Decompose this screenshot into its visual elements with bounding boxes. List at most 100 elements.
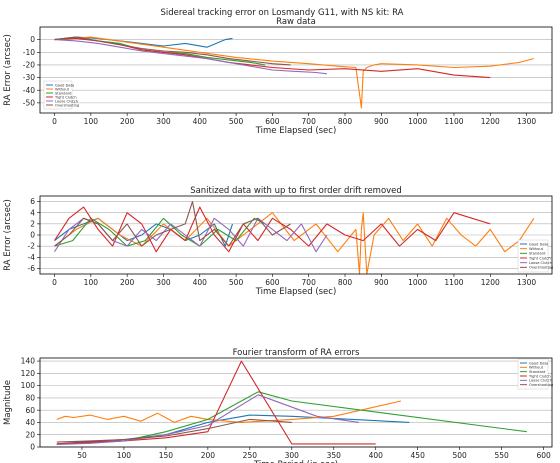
series-line — [56, 418, 292, 443]
y-tick-label: 0 — [30, 35, 35, 44]
x-tick-label: 50 — [77, 451, 87, 460]
x-tick-label: 1100 — [444, 278, 463, 287]
y-tick-label: -4 — [28, 253, 36, 262]
legend-label: Loose Clutch — [529, 261, 552, 265]
x-tick-label: 1200 — [481, 278, 500, 287]
series-line — [54, 201, 291, 247]
x-tick-label: 300 — [285, 451, 300, 460]
x-tick-label: 800 — [338, 278, 353, 287]
y-tick-label: -30 — [23, 73, 35, 82]
legend-label: Tight Clutch — [54, 95, 77, 99]
x-tick-label: 350 — [327, 451, 342, 460]
y-tick-label: 40 — [25, 418, 35, 427]
legend-box — [43, 80, 73, 110]
x-tick-label: 100 — [84, 117, 99, 126]
x-tick-label: 600 — [265, 278, 280, 287]
y-tick-label: 4 — [30, 208, 35, 217]
figure-suptitle: Sidereal tracking error on Losmandy G11,… — [160, 8, 403, 18]
y-tick-label: 60 — [25, 406, 35, 415]
series-line — [56, 360, 376, 445]
raw-data-panel: 0 -10 -20 -30 -40 -50 0 100 200 300 400 500 600 700 80… — [3, 17, 553, 136]
y-tick-label: 100 — [21, 381, 36, 390]
x-tick-label: 250 — [243, 451, 258, 460]
y-tick-label: 6 — [30, 197, 35, 206]
legend-label: Loose Clutch — [55, 99, 78, 103]
axes-frame — [39, 26, 553, 114]
x-tick-label: 300 — [156, 117, 171, 126]
x-tick-label: 1100 — [444, 117, 463, 126]
legend-label: Without — [529, 247, 544, 251]
series-line — [54, 217, 234, 247]
x-tick-label: 1000 — [408, 278, 427, 287]
chart-title: Raw data — [276, 17, 316, 27]
legend-label: Good Data — [529, 361, 548, 365]
x-tick-label: 100 — [117, 451, 132, 460]
x-tick-label: 200 — [201, 451, 216, 460]
x-tick-label: 450 — [411, 451, 426, 460]
x-tick-label: 700 — [302, 278, 317, 287]
x-tick-label: 400 — [193, 117, 208, 126]
y-tick-label: -20 — [23, 61, 35, 70]
x-tick-label: 1200 — [481, 117, 500, 126]
y-axis-label: Magnitude — [3, 380, 13, 425]
series-line — [54, 39, 327, 75]
y-tick-label: 20 — [25, 430, 35, 439]
legend-label: Without — [55, 87, 70, 91]
x-tick-label: 550 — [494, 451, 509, 460]
chart-title: Sanitized data with up to first order dr… — [190, 186, 402, 196]
legend-label: Loose Clutch — [529, 379, 552, 383]
x-tick-label: 500 — [453, 451, 468, 460]
y-axis-label: RA Error (arcsec) — [3, 34, 13, 106]
series-line — [56, 394, 360, 446]
axes-frame — [39, 195, 553, 275]
y-tick-label: -40 — [23, 86, 35, 95]
x-tick-label: 0 — [52, 278, 57, 287]
y-tick-label: -50 — [23, 98, 35, 107]
x-tick-label: 1300 — [517, 278, 536, 287]
legend-label: Without — [529, 366, 544, 370]
y-tick-label: -10 — [23, 48, 35, 57]
x-tick-label: 400 — [193, 278, 208, 287]
legend-label: Standard — [55, 91, 71, 95]
y-tick-label: -6 — [28, 264, 36, 273]
legend-box — [517, 239, 549, 273]
x-tick-label: 600 — [536, 451, 551, 460]
legend-label: Overshooting — [529, 383, 553, 387]
y-tick-label: 0 — [30, 443, 35, 452]
y-tick-label: 2 — [30, 219, 35, 228]
x-tick-label: 500 — [229, 117, 244, 126]
legend-label: Standard — [529, 252, 545, 256]
legend-label: Standard — [529, 370, 545, 374]
x-tick-label: 200 — [120, 278, 135, 287]
x-axis-label: Time Elapsed (sec) — [255, 126, 337, 136]
x-axis-label: Time Period (in sec) — [253, 460, 338, 463]
x-tick-label: 0 — [52, 117, 57, 126]
x-tick-label: 150 — [159, 451, 174, 460]
series-line — [54, 212, 535, 275]
fourier-transform-panel: 0 20 40 60 80 100 120 140 50 100 150 200 250 300 350 40… — [3, 348, 553, 463]
x-tick-label: 100 — [84, 278, 99, 287]
y-tick-label: -2 — [28, 242, 36, 251]
x-tick-label: 500 — [229, 278, 244, 287]
x-axis-label: Time Elapsed (sec) — [255, 287, 337, 297]
x-tick-label: 900 — [374, 278, 389, 287]
y-tick-label: 80 — [25, 393, 35, 402]
legend-box — [517, 358, 549, 390]
y-tick-label: 140 — [21, 357, 36, 366]
chart-title: Fourier transform of RA errors — [233, 348, 360, 358]
x-tick-label: 1300 — [517, 117, 536, 126]
y-tick-label: 120 — [21, 369, 36, 378]
legend-label: Tight Clutch — [528, 256, 551, 260]
legend-label: Good Data — [55, 83, 74, 87]
y-axis-label: RA Error (arcsec) — [3, 199, 13, 271]
x-tick-label: 700 — [302, 117, 317, 126]
sanitized-data-panel: 6 4 2 0 -2 -4 -6 0 100 200 300 400 500 600 700 800 900 10… — [3, 186, 553, 297]
x-tick-label: 400 — [369, 451, 384, 460]
x-tick-label: 1000 — [408, 117, 427, 126]
x-tick-label: 800 — [338, 117, 353, 126]
x-tick-label: 600 — [265, 117, 280, 126]
y-tick-label: 0 — [30, 231, 35, 240]
